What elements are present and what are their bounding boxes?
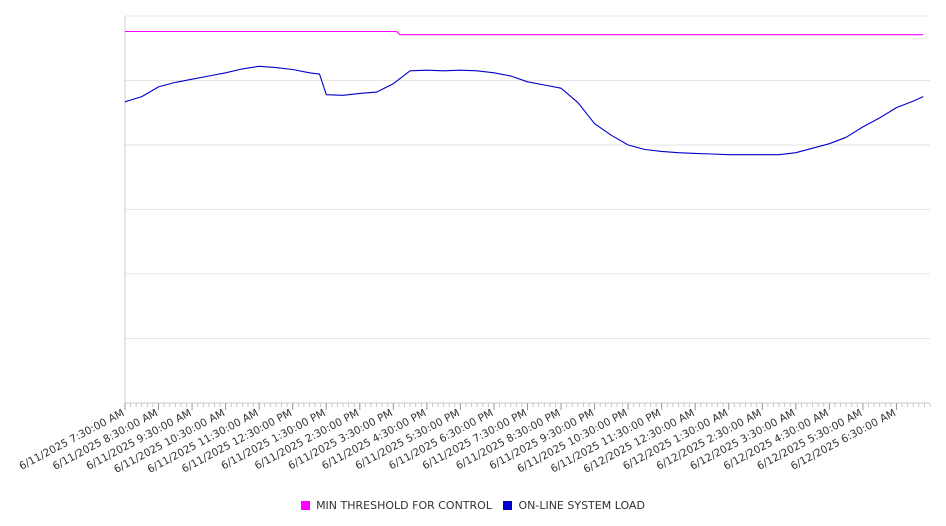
legend-item-load[interactable]: ON-LINE SYSTEM LOAD [503, 499, 645, 512]
x-axis-ticks: 6/11/2025 7:30:00 AM6/11/2025 8:30:00 AM… [17, 403, 931, 476]
legend-label-load: ON-LINE SYSTEM LOAD [518, 499, 645, 512]
legend-item-threshold[interactable]: MIN THRESHOLD FOR CONTROL [301, 499, 492, 512]
legend-swatch-load [503, 501, 513, 510]
legend-swatch-threshold [301, 501, 311, 510]
series-lines [124, 30, 924, 156]
series-line-min-threshold [125, 30, 924, 36]
legend: MIN THRESHOLD FOR CONTROL ON-LINE SYSTEM… [0, 499, 946, 513]
legend-label-threshold: MIN THRESHOLD FOR CONTROL [316, 499, 492, 512]
series-line-system-load [124, 65, 924, 156]
gridlines [125, 15, 930, 404]
